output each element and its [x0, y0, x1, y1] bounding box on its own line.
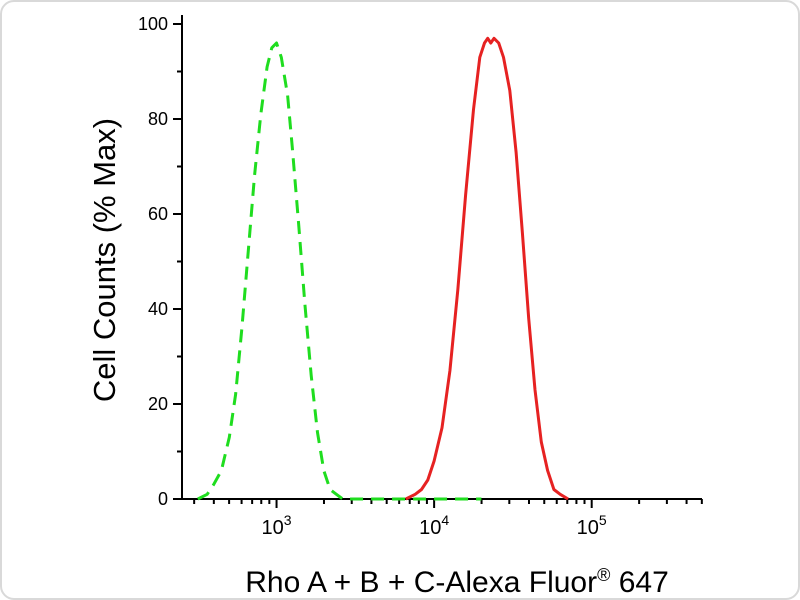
y-tick-label: 80: [148, 109, 168, 129]
registered-trademark-symbol: ®: [597, 565, 611, 585]
y-tick-label: 20: [148, 394, 168, 414]
series-red-solid-peak-curve: [405, 36, 569, 501]
x-axis-label-suffix: 647: [610, 566, 669, 599]
series-green-dashed-peak-curve: [197, 41, 482, 501]
x-axis-label-main: Rho A + B + C-Alexa Fluor: [245, 566, 598, 599]
y-axis-label: Cell Counts (% Max): [87, 117, 122, 403]
y-tick-label: 60: [148, 204, 168, 224]
x-tick-label: 103: [262, 512, 292, 539]
y-tick-label: 100: [138, 14, 168, 34]
x-axis-label: Rho A + B + C-Alexa Fluor® 647: [245, 565, 669, 599]
y-tick-label: 0: [158, 489, 168, 509]
x-tick-label: 104: [419, 512, 449, 539]
x-tick-label: 105: [577, 512, 607, 539]
y-tick-label: 40: [148, 299, 168, 319]
